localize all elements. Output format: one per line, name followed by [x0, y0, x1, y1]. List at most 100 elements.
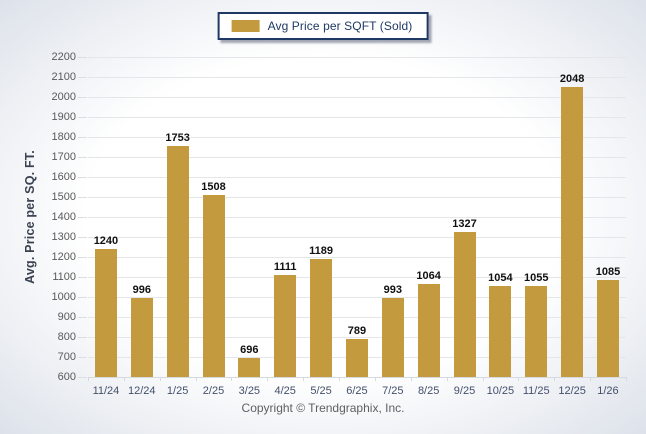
bar [274, 274, 297, 377]
y-axis-tick-label: 1600 [51, 171, 76, 183]
y-axis-tick-label: 1900 [51, 111, 76, 123]
gridline [88, 137, 626, 138]
bar [310, 259, 333, 377]
bar [94, 249, 117, 377]
x-axis-tick-label: 8/25 [417, 385, 440, 397]
x-axis-tick-label: 11/24 [92, 385, 120, 397]
gridline [88, 237, 626, 238]
bar-value-label: 1055 [524, 272, 549, 284]
gridline [88, 277, 626, 278]
y-axis-tick-label: 1200 [51, 251, 76, 263]
y-axis-tick [78, 157, 87, 158]
bar-value-label: 1054 [488, 272, 513, 285]
bar [417, 284, 440, 377]
bar-group: 1508 [201, 57, 226, 377]
bar-value-label: 1111 [273, 260, 297, 273]
y-axis-tick-label: 2100 [51, 71, 76, 83]
x-axis-tick-label: 4/25 [274, 385, 296, 397]
bar-value-label: 1753 [165, 132, 190, 145]
gridline [88, 217, 626, 218]
bar-value-label: 789 [347, 325, 367, 338]
x-axis-tick-label: 1/26 [597, 385, 619, 397]
bar-group: 1064 [416, 57, 441, 377]
bar-group: 1240 [94, 57, 118, 377]
y-axis-tick [78, 137, 87, 138]
bar-value-label: 1508 [201, 181, 226, 194]
gridline [88, 197, 626, 198]
legend: Avg Price per SQFT (Sold) [217, 12, 429, 40]
bar-value-label: 696 [240, 343, 259, 356]
y-axis-tick [78, 337, 87, 338]
x-axis-tick [626, 377, 627, 381]
y-axis-tick-label: 2200 [51, 51, 76, 63]
legend-swatch [231, 20, 260, 32]
bar-value-label: 993 [383, 284, 402, 297]
bar-group: 1111 [273, 57, 297, 377]
y-axis-tick [78, 377, 87, 378]
bar [453, 231, 476, 377]
bar-group: 993 [381, 57, 405, 377]
x-axis-tick [339, 377, 341, 381]
x-axis-tick [88, 377, 89, 381]
bar-value-label: 996 [132, 283, 151, 296]
bar [561, 87, 584, 377]
bar-group: 1327 [452, 57, 477, 377]
gridline [88, 297, 626, 298]
x-axis-tick [159, 377, 161, 381]
gridline [88, 57, 626, 58]
gridline [88, 157, 626, 158]
bar-value-label: 1085 [595, 266, 621, 278]
y-axis-tick [78, 217, 87, 218]
bar [596, 280, 619, 377]
x-axis-tick [446, 377, 448, 381]
y-axis-tick [78, 97, 87, 98]
y-axis-tick-label: 2000 [51, 91, 76, 103]
bar-group: 1085 [596, 57, 620, 377]
y-axis-tick [78, 357, 87, 358]
y-axis-tick [78, 177, 87, 178]
y-axis-tick [78, 57, 87, 58]
bar [381, 298, 404, 377]
y-axis-tick [78, 317, 87, 318]
y-axis-tick-label: 1000 [51, 291, 76, 303]
x-axis-tick [231, 377, 233, 381]
bar-group: 696 [237, 57, 261, 377]
y-axis-tick-label: 1700 [51, 151, 76, 163]
legend-label: Avg Price per SQFT (Sold) [267, 19, 413, 33]
x-axis-tick [590, 377, 592, 381]
x-axis-tick-label: 12/24 [128, 385, 156, 397]
bar-group: 789 [345, 57, 369, 377]
bar-value-label: 2048 [559, 73, 585, 86]
y-axis-tick [78, 257, 87, 258]
x-axis-tick-label: 7/25 [382, 385, 404, 397]
bar-value-label: 1327 [452, 217, 477, 230]
x-axis-tick [482, 377, 484, 381]
bar [489, 286, 512, 377]
y-axis-tick-label: 1100 [52, 271, 76, 283]
y-axis-tick [78, 77, 87, 78]
plot-area: 600 700 800 900 1000 1100 1200 1300 1400 1500 1600… [52, 52, 627, 397]
y-axis-tick [78, 277, 87, 278]
x-axis-tick [303, 377, 305, 381]
y-axis-tick-label: 800 [57, 331, 76, 343]
y-axis-tick [78, 117, 87, 118]
y-axis-tick-label: 1500 [51, 191, 76, 203]
y-axis-tick [78, 297, 87, 298]
x-axis-tick-label: 3/25 [238, 385, 261, 397]
gridline [88, 337, 626, 338]
bar-group: 1189 [309, 57, 333, 377]
y-axis-tick [78, 197, 87, 198]
bar [202, 195, 225, 377]
x-axis-tick [267, 377, 269, 381]
x-axis-tick-label: 2/25 [202, 385, 225, 397]
x-axis-tick-label: 6/25 [346, 385, 368, 397]
x-axis-labels: 11/24 12/24 1/25 2/25 3/25 4/25 5/25 6/25 7/25 8/… [88, 377, 626, 397]
bar-group: 1753 [165, 57, 190, 377]
bar-group: 2048 [560, 57, 584, 377]
gridline [88, 257, 626, 258]
x-axis-tick [518, 377, 520, 381]
gridline [88, 177, 626, 178]
y-axis-tick-label: 1300 [51, 231, 76, 243]
x-axis-tick [123, 377, 125, 381]
